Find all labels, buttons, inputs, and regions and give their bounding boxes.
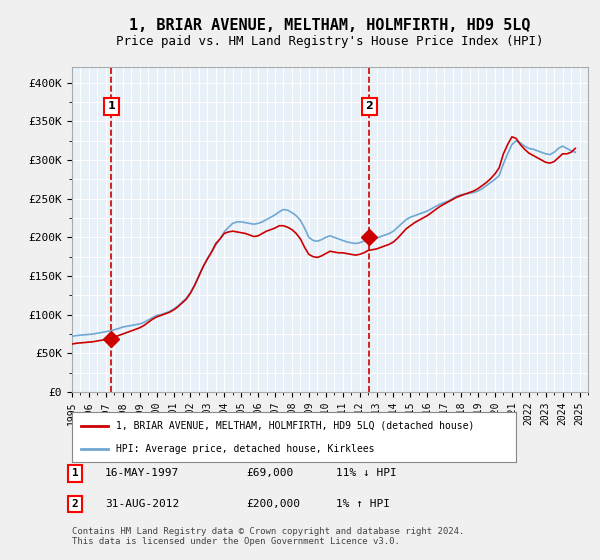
Text: 1, BRIAR AVENUE, MELTHAM, HOLMFIRTH, HD9 5LQ: 1, BRIAR AVENUE, MELTHAM, HOLMFIRTH, HD9… (129, 18, 531, 32)
Text: 1, BRIAR AVENUE, MELTHAM, HOLMFIRTH, HD9 5LQ (detached house): 1, BRIAR AVENUE, MELTHAM, HOLMFIRTH, HD9… (116, 421, 475, 431)
Text: HPI: Average price, detached house, Kirklees: HPI: Average price, detached house, Kirk… (116, 445, 375, 454)
Text: 11% ↓ HPI: 11% ↓ HPI (336, 468, 397, 478)
Text: 31-AUG-2012: 31-AUG-2012 (105, 499, 179, 509)
Text: £69,000: £69,000 (246, 468, 293, 478)
Text: 1% ↑ HPI: 1% ↑ HPI (336, 499, 390, 509)
Text: £200,000: £200,000 (246, 499, 300, 509)
Text: 2: 2 (365, 101, 373, 111)
Text: Price paid vs. HM Land Registry's House Price Index (HPI): Price paid vs. HM Land Registry's House … (116, 35, 544, 49)
Text: 1: 1 (71, 468, 79, 478)
Text: Contains HM Land Registry data © Crown copyright and database right 2024.
This d: Contains HM Land Registry data © Crown c… (72, 526, 464, 546)
Text: 1: 1 (107, 101, 115, 111)
Text: 16-MAY-1997: 16-MAY-1997 (105, 468, 179, 478)
Text: 2: 2 (71, 499, 79, 509)
